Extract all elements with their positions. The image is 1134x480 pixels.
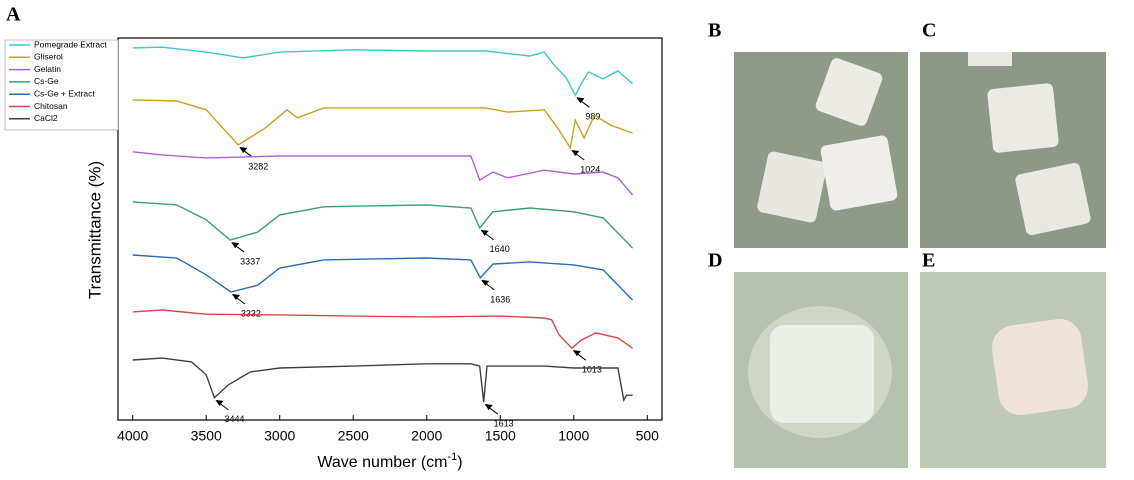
peak-label: 1013 xyxy=(582,365,602,375)
panel-label: D xyxy=(708,250,722,272)
spectrum-line xyxy=(132,357,633,403)
peak-arrowhead xyxy=(481,279,490,286)
peak-label: 3444 xyxy=(224,414,244,424)
legend-label: Cs-Ge xyxy=(34,76,59,86)
x-tick-label: 2500 xyxy=(338,428,369,444)
photo-c xyxy=(920,52,1106,248)
peak-label: 1613 xyxy=(494,418,514,428)
plot-frame xyxy=(117,37,663,421)
x-tick-label: 1500 xyxy=(485,428,516,444)
legend xyxy=(4,39,119,131)
x-axis-label: Wave number (cm-1) xyxy=(317,451,462,471)
peak-label: 3282 xyxy=(248,161,268,171)
peak-arrowhead xyxy=(231,294,240,301)
panel-label: C xyxy=(922,20,936,42)
legend-label: Chitosan xyxy=(34,101,68,111)
peak-label: 3332 xyxy=(241,308,261,318)
panel-label: A xyxy=(6,4,21,26)
spectrum-line xyxy=(132,46,634,97)
peak-arrowhead xyxy=(231,242,240,249)
peak-arrowhead xyxy=(576,97,585,104)
spectrum-line xyxy=(132,99,633,150)
legend-label: Pomegrade Extract xyxy=(34,39,107,49)
x-tick-label: 4000 xyxy=(117,428,148,444)
x-tick-label: 500 xyxy=(636,428,660,444)
y-axis-label: Transmittance (%) xyxy=(85,161,104,299)
peak-arrowhead xyxy=(572,350,581,357)
peak-label: 989 xyxy=(585,112,600,122)
peak-label: 1024 xyxy=(580,164,600,174)
peak-arrowhead xyxy=(571,150,580,157)
legend-label: Gliserol xyxy=(34,52,63,62)
peak-label: 1636 xyxy=(490,294,510,304)
spectrum-line xyxy=(132,201,634,249)
peak-arrowhead xyxy=(239,146,248,153)
photo-e xyxy=(920,272,1106,468)
spectrum-line xyxy=(132,309,634,350)
x-tick-label: 2000 xyxy=(411,428,442,444)
peak-arrowhead xyxy=(215,399,224,406)
panel-label: E xyxy=(922,250,935,272)
peak-arrowhead xyxy=(484,404,493,411)
legend-label: Cs-Ge + Extract xyxy=(34,88,95,98)
spectrum-line xyxy=(132,254,634,301)
spectrum-line xyxy=(132,151,634,196)
legend-label: CaCl2 xyxy=(34,113,58,123)
photo-b xyxy=(734,52,908,248)
peak-label: 1640 xyxy=(490,244,510,254)
x-tick-label: 3000 xyxy=(264,428,295,444)
peak-label: 3337 xyxy=(240,256,260,266)
peak-arrowhead xyxy=(480,229,489,236)
legend-label: Gelatin xyxy=(34,64,61,74)
x-tick-label: 1000 xyxy=(558,428,589,444)
panel-label: B xyxy=(708,20,721,42)
photo-d xyxy=(734,272,908,468)
x-tick-label: 3500 xyxy=(191,428,222,444)
